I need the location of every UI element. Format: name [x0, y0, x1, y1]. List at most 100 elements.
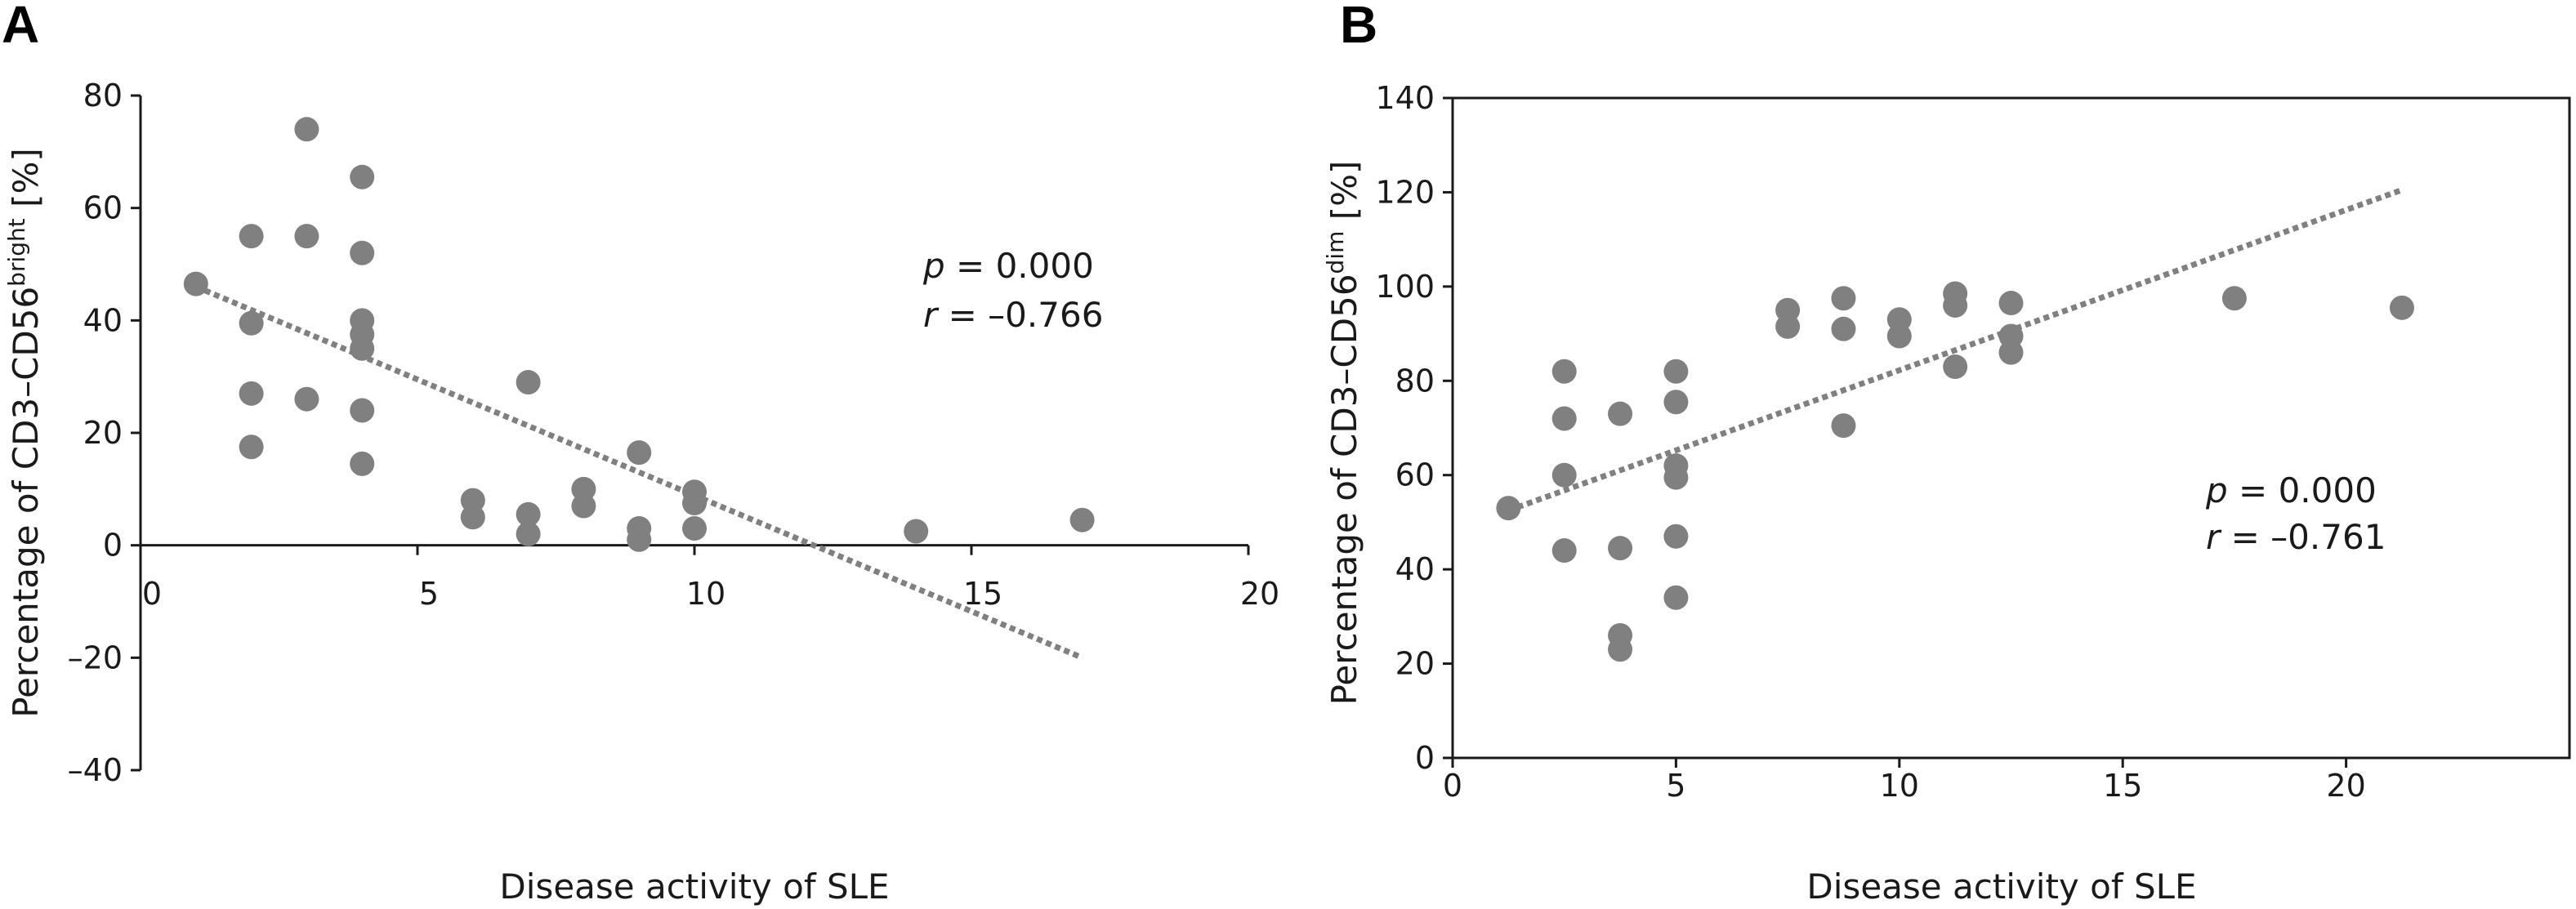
- panel-a-trendline: [194, 283, 1083, 661]
- panel-b-data-point: [1608, 637, 1633, 662]
- panel-b-data-point: [1551, 462, 1577, 488]
- panel-a-data-point: [516, 370, 541, 395]
- panel-b-x-tick-label: 20: [2326, 768, 2365, 804]
- panel-b-data-point: [2221, 286, 2247, 311]
- panel-b-r-value: r = –0.761: [2206, 517, 2386, 557]
- panel-a-y-tick-label: 60: [83, 190, 123, 226]
- panel-b-data-point: [1943, 354, 1968, 379]
- panel-b-x-tick-label: 0: [1443, 768, 1462, 804]
- panel-a-data-point: [516, 521, 541, 546]
- panel-a-p-value: p = 0.000: [922, 246, 1094, 286]
- panel-b-y-tick-label: 140: [1375, 80, 1435, 116]
- panel-b-y-tick-label: 60: [1395, 457, 1435, 493]
- panel-b-y-axis-title-main: Percentage of CD3–CD56: [1324, 274, 1364, 705]
- panel-a-data-point: [294, 386, 319, 412]
- panel-b-data-point: [1608, 536, 1633, 561]
- panel-b-data-point: [1998, 291, 2024, 316]
- panel-a-x-axis-title: Disease activity of SLE: [499, 867, 889, 907]
- panel-a-p-label: p: [922, 246, 945, 286]
- panel-b-y-tick-label: 0: [1415, 740, 1435, 776]
- panel-a-data-point: [627, 527, 652, 552]
- panel-b-y-axis-title-unit: [%]: [1324, 161, 1364, 231]
- panel-a-data-point: [1069, 507, 1095, 532]
- panel-a-data-point: [460, 505, 485, 530]
- panel-b-data-point: [1551, 359, 1577, 384]
- panel-a-data-point: [239, 381, 264, 406]
- panel-a-y-tick-label: –20: [68, 639, 123, 675]
- panel-b-data-point: [1551, 538, 1577, 564]
- panel-a-r-value: r = –0.766: [923, 295, 1103, 335]
- panel-b-data-point: [1831, 316, 1856, 341]
- panel-b-y-tick-label: 40: [1395, 551, 1435, 587]
- panel-a-y-tick-label: 0: [103, 528, 123, 564]
- panel-a-letter: A: [2, 0, 39, 54]
- panel-a-data-point: [294, 224, 319, 249]
- panel-a-data-point: [350, 398, 375, 423]
- panel-a-data-point: [183, 271, 208, 296]
- panel-a-y-tick-label: 40: [83, 302, 123, 338]
- panel-b-data-point: [1663, 524, 1689, 549]
- panel-a-data-point: [239, 310, 264, 336]
- panel-a-p-value-number: = 0.000: [945, 246, 1094, 286]
- panel-b-p-value-number: = 0.000: [2228, 470, 2377, 510]
- panel-b-data-point: [1886, 323, 1912, 349]
- panel-a-y-axis-title-unit: [%]: [6, 148, 46, 218]
- panel-b-y-axis-title: Percentage of CD3–CD56dim [%]: [1322, 161, 1365, 706]
- panel-a-data-point: [350, 451, 375, 476]
- panel-a-data-point: [294, 117, 319, 142]
- panel-a-data-point: [516, 501, 541, 527]
- panel-a-y-axis-title-main: Percentage of CD3–CD56: [6, 287, 46, 718]
- panel-b-y-tick-label: 80: [1395, 363, 1435, 399]
- panel-b-data-point: [1608, 401, 1633, 426]
- panel-b-data-point: [1663, 390, 1689, 415]
- panel-b-data-point: [2389, 295, 2414, 320]
- panel-b-x-axis-title: Disease activity of SLE: [1806, 867, 2196, 907]
- panel-a-y-axis-title-superscript: bright: [3, 218, 30, 287]
- panel-b-data-point: [1663, 465, 1689, 490]
- panel-b-r-label: r: [2206, 517, 2222, 557]
- panel-a-data-point: [239, 224, 264, 249]
- panel-a-y-tick-label: 20: [83, 415, 123, 451]
- panel-b-letter: B: [1340, 0, 1377, 54]
- panel-a-x-tick-label: 0: [142, 576, 162, 612]
- panel-b-chart: B 0 20 40 60 80 100 120 140 0 5 10 15 20 Disease acti…: [1322, 0, 2571, 907]
- panel-b-data-point: [1831, 286, 1856, 311]
- panel-a-data-point: [571, 493, 596, 519]
- panel-a-x-tick-label: 10: [686, 576, 725, 612]
- panel-a-x-tick-label: 15: [963, 576, 1002, 612]
- panel-b-data-point: [1831, 413, 1856, 439]
- panel-a-data-point: [571, 476, 596, 501]
- panel-a-data-point: [460, 488, 485, 513]
- panel-b-x-tick-label: 10: [1880, 768, 1919, 804]
- panel-b-p-label: p: [2205, 470, 2228, 510]
- panel-b-x-tick-label: 15: [2103, 768, 2142, 804]
- panel-a-data-point: [682, 491, 707, 516]
- panel-b-data-point: [1943, 292, 1968, 318]
- panel-b-data-point: [1551, 406, 1577, 431]
- panel-b-data-point: [1775, 314, 1801, 339]
- panel-b-y-tick-label: 20: [1395, 646, 1435, 682]
- panel-a-data-point: [239, 434, 264, 460]
- panel-a-y-tick-label: 80: [83, 78, 123, 114]
- panel-a-data-point: [350, 240, 375, 265]
- panel-a-y-tick-label: –40: [68, 752, 123, 788]
- panel-a-r-value-number: = –0.766: [937, 295, 1103, 335]
- panel-b-y-tick-label: 120: [1375, 174, 1435, 210]
- panel-b-y-tick-label: 100: [1375, 269, 1435, 305]
- panel-a-data-point: [350, 336, 375, 361]
- panel-a-data-point: [682, 516, 707, 541]
- panel-a-data-point: [350, 164, 375, 189]
- panel-a-x-tick-label: 20: [1240, 576, 1279, 612]
- panel-b-p-value: p = 0.000: [2205, 470, 2377, 510]
- panel-a-r-label: r: [923, 295, 940, 335]
- panel-b-r-value-number: = –0.761: [2220, 517, 2386, 557]
- panel-a-y-axis-title: Percentage of CD3–CD56bright [%]: [3, 148, 47, 718]
- panel-b-data-point: [1496, 496, 1521, 521]
- panel-b-data-point: [1998, 340, 2024, 365]
- panel-b-trendline: [1507, 187, 2404, 514]
- panel-a-data-point: [904, 519, 929, 544]
- panel-a-x-tick-label: 5: [419, 576, 439, 612]
- panel-b-y-axis-title-superscript: dim: [1322, 231, 1349, 274]
- panel-a-chart: A –40 –20 0 20 40 60 80 0 5 10 15 20 Disease activit…: [2, 0, 1279, 907]
